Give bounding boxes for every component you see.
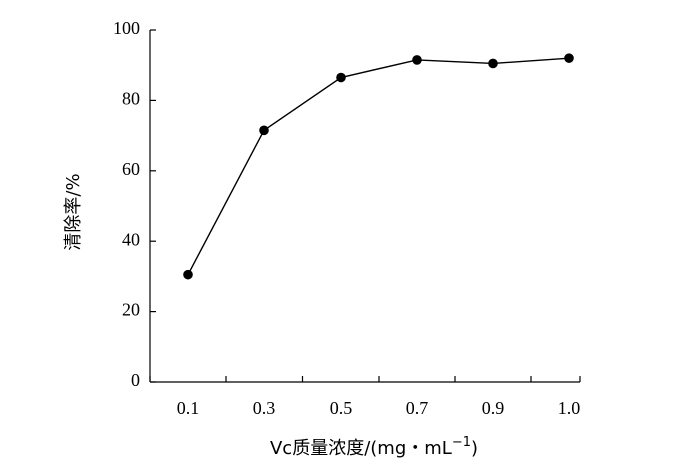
y-tick-label: 20: [122, 300, 140, 320]
y-tick-label: 0: [131, 370, 140, 390]
x-tick-label: 0.5: [330, 398, 353, 418]
x-axis-label-main: Vc质量浓度/(mg・mL: [270, 438, 452, 459]
x-axis-label-suffix: ): [471, 438, 478, 459]
y-tick-label: 100: [113, 18, 140, 38]
x-tick-label: 1.0: [558, 398, 581, 418]
y-axis-label: 清除率/%: [63, 173, 84, 250]
x-tick-label: 0.1: [177, 398, 200, 418]
data-point: [336, 72, 346, 83]
y-tick-label: 60: [122, 159, 140, 179]
x-tick-label: 0.9: [482, 398, 505, 418]
series-line: [187, 57, 570, 275]
x-axis-label-superscript: −1: [452, 435, 471, 450]
data-point: [412, 55, 422, 65]
x-ticks: 0.1 0.3 0.5 0.7 0.9 1.0: [149, 376, 581, 418]
x-axis-label: Vc质量浓度/(mg・mL−1): [270, 435, 478, 459]
x-tick-label: 0.7: [406, 398, 429, 418]
axes: [149, 30, 580, 383]
y-tick-label: 80: [122, 89, 140, 109]
series-group: [183, 53, 574, 280]
data-point: [564, 53, 574, 63]
data-point: [488, 58, 498, 69]
y-tick-label: 40: [122, 229, 140, 249]
y-ticks: 0 20 40 60 80 100: [113, 18, 156, 390]
x-tick-label: 0.3: [253, 398, 276, 418]
data-point: [259, 125, 269, 136]
data-point: [183, 269, 193, 280]
